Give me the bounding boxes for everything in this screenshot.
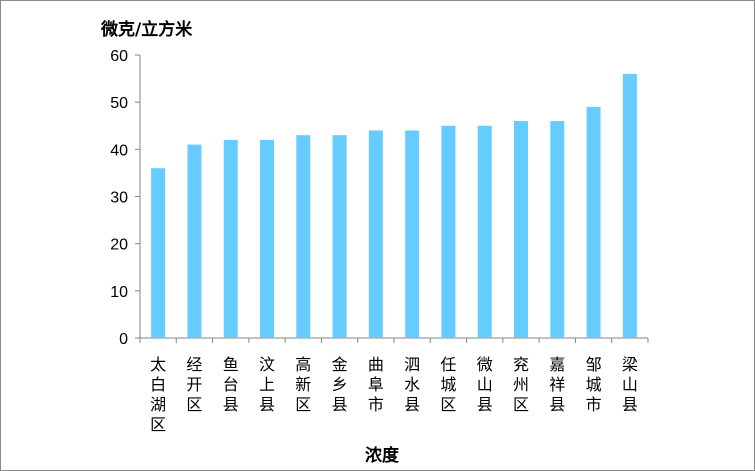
x-tick-label: 县 (223, 395, 239, 414)
y-tick-label: 20 (110, 237, 128, 254)
x-tick-label: 市 (368, 395, 384, 414)
x-tick-label: 微 (477, 355, 493, 374)
x-tick-label: 上 (259, 375, 275, 394)
x-tick-label: 区 (295, 395, 311, 414)
x-tick-label: 阜 (368, 375, 384, 394)
x-tick-label: 汶 (259, 355, 275, 374)
x-tick-label: 兖 (513, 355, 529, 374)
y-tick-label: 60 (110, 48, 128, 65)
x-tick-label: 鱼 (223, 355, 239, 374)
x-tick-label: 县 (622, 395, 638, 414)
y-tick-label: 40 (110, 142, 128, 159)
x-tick-label: 区 (150, 415, 166, 434)
x-tick-label: 市 (586, 395, 602, 414)
x-tick-label: 县 (259, 395, 275, 414)
bar (151, 168, 166, 338)
x-tick-label: 邹 (586, 355, 602, 374)
x-tick-label: 梁 (622, 355, 638, 374)
y-tick-label: 0 (119, 331, 128, 348)
x-tick-label: 县 (332, 395, 348, 414)
y-tick-label: 30 (110, 190, 128, 207)
x-tick-label: 开 (186, 375, 202, 394)
x-tick-label: 区 (513, 395, 529, 414)
y-tick-label: 50 (110, 95, 128, 112)
bar (368, 130, 383, 338)
bar (223, 139, 238, 338)
x-tick-label: 曲 (368, 355, 384, 374)
x-tick-label: 区 (186, 395, 202, 414)
x-tick-label: 任 (440, 355, 456, 374)
bar (332, 135, 347, 338)
x-tick-label: 城 (440, 375, 456, 394)
bar (296, 135, 311, 338)
bar (187, 144, 202, 338)
x-tick-label: 高 (295, 355, 311, 374)
x-tick-label: 山 (477, 375, 493, 394)
x-tick-label: 嘉 (549, 355, 565, 374)
x-tick-label: 县 (404, 395, 420, 414)
x-tick-label: 城 (586, 375, 602, 394)
x-tick-label: 州 (513, 375, 529, 394)
x-tick-label: 太 (150, 355, 166, 374)
x-tick-label: 台 (223, 375, 239, 394)
bar (477, 125, 492, 338)
x-tick-label: 水 (404, 375, 420, 394)
plot-area: 0102030405060太白湖区经开区鱼台县汶上县高新区金乡县曲阜市泗水县任城… (110, 48, 649, 434)
bar (405, 130, 420, 338)
y-tick-label: 10 (110, 284, 128, 301)
x-tick-label: 县 (477, 395, 493, 414)
x-axis-title: 浓度 (365, 445, 400, 466)
y-axis-title: 微克/立方米 (100, 19, 193, 40)
x-tick-label: 区 (440, 395, 456, 414)
x-tick-label: 乡 (332, 375, 348, 394)
bar (514, 121, 528, 339)
x-tick-label: 山 (622, 375, 638, 394)
bar (622, 73, 637, 338)
x-tick-label: 白 (150, 375, 166, 394)
x-tick-label: 湖 (150, 395, 166, 414)
x-tick-label: 经 (186, 355, 202, 374)
x-tick-label: 县 (549, 395, 565, 414)
x-tick-label: 金 (332, 355, 348, 374)
bar (441, 125, 456, 338)
bar (586, 106, 601, 338)
x-tick-label: 新 (295, 375, 311, 394)
x-tick-label: 泗 (404, 355, 420, 374)
bar (260, 139, 274, 338)
bar (550, 121, 565, 339)
x-tick-label: 祥 (549, 375, 565, 394)
